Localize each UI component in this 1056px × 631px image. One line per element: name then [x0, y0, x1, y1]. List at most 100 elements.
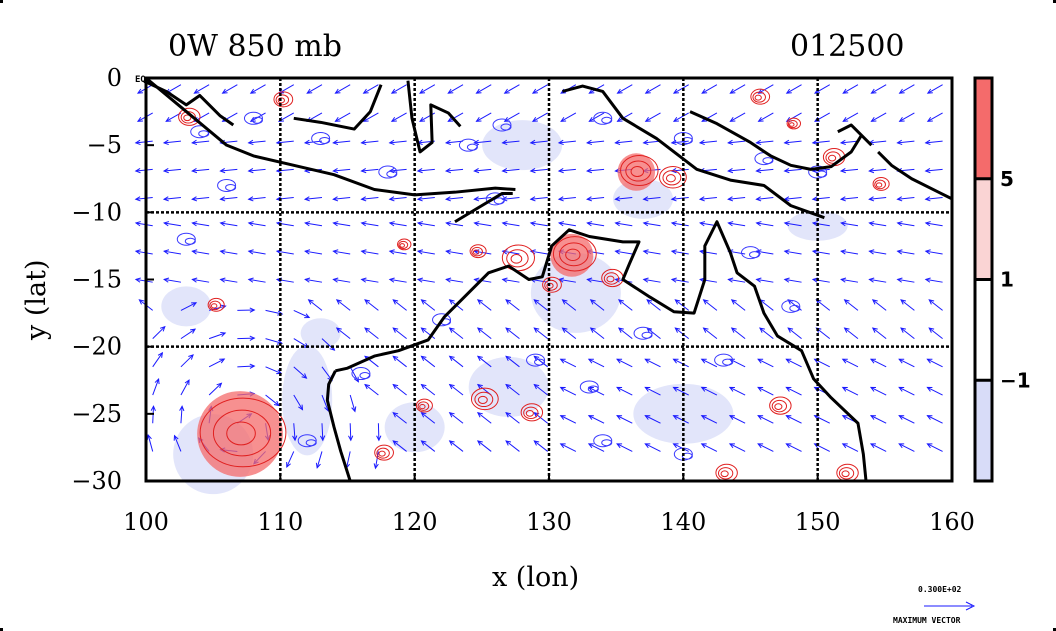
wind-vector: [671, 222, 689, 227]
wind-vector: [899, 112, 915, 122]
wind-vector: [643, 278, 661, 283]
wind-vector-head: [191, 302, 198, 308]
wind-vector: [164, 278, 182, 283]
wind-vector-head: [871, 327, 878, 333]
wind-vector-head: [390, 116, 397, 122]
wind-vector: [446, 168, 464, 172]
wind-vector: [533, 355, 548, 368]
wind-vector: [135, 197, 153, 200]
wind-vector-head: [559, 443, 566, 449]
wind-vector-head: [364, 383, 371, 390]
wind-vector-head: [614, 221, 621, 227]
wind-vector: [842, 358, 859, 368]
wind-vector-head: [247, 249, 254, 255]
wind-vector: [560, 112, 577, 122]
wind-vector-head: [811, 277, 818, 283]
wind-vector: [786, 415, 802, 424]
positive-ow-contour: [544, 279, 558, 291]
wind-vector-head: [388, 249, 395, 255]
negative-ow-contour: [311, 131, 331, 145]
x-tick-label: 150: [795, 508, 841, 536]
y-tick-label: 0: [107, 64, 122, 92]
wind-vector-head: [531, 116, 538, 122]
wind-vector: [208, 382, 222, 396]
wind-vector: [532, 112, 548, 122]
wind-vector: [927, 386, 943, 396]
positive-ow-contour: [470, 387, 499, 411]
wind-vector: [152, 352, 163, 368]
wind-vector-head: [787, 327, 794, 333]
wind-vector: [417, 168, 435, 172]
wind-vector: [208, 332, 226, 340]
wind-vector: [530, 168, 548, 172]
negative-ow-contour: [526, 353, 546, 367]
wind-vector-head: [841, 358, 848, 364]
wind-vector-head: [670, 277, 677, 283]
wind-vector-head: [811, 139, 818, 146]
wind-vector: [673, 112, 689, 122]
wind-vector-head: [702, 299, 709, 305]
wind-vector-head: [364, 299, 371, 305]
wind-vector: [643, 250, 661, 255]
wind-vector-head: [644, 116, 651, 122]
wind-vector-head: [926, 386, 933, 392]
wind-vector-head: [755, 221, 762, 227]
wind-vector: [449, 440, 464, 452]
wind-vector: [645, 358, 661, 368]
y-tick-label: −25: [71, 400, 122, 428]
wind-vector-head: [674, 299, 681, 305]
negative-ow-contour: [781, 299, 801, 313]
wind-vector-head: [559, 386, 566, 392]
wind-vector: [558, 140, 576, 144]
wind-vector-head: [138, 299, 145, 305]
wind-vector-head: [757, 415, 764, 420]
wind-vector: [757, 386, 774, 396]
colorbar-segment: [975, 279, 992, 381]
wind-vector-head: [335, 327, 342, 333]
wind-vector-head: [783, 277, 790, 283]
negative-ow-contour: [714, 353, 734, 367]
wind-vector-head: [698, 196, 705, 202]
negative-ow-contour: [593, 111, 613, 125]
wind-vector-head: [900, 299, 907, 305]
wind-vector-head: [533, 327, 540, 333]
wind-vector-head: [473, 221, 480, 227]
wind-vector-head: [332, 139, 339, 146]
wind-vector-head: [674, 327, 681, 333]
wind-vector: [293, 338, 309, 348]
wind-vector: [505, 384, 520, 396]
wind-vector-head: [755, 139, 762, 146]
wind-vector-head: [785, 415, 792, 420]
wind-vector-head: [842, 116, 849, 122]
wind-vector: [927, 443, 943, 452]
wind-vector-head: [642, 221, 649, 227]
positive-ow-contour: [472, 249, 480, 255]
wind-vector: [784, 222, 802, 227]
wind-vector-head: [154, 378, 160, 385]
positive-ow-contour: [769, 396, 792, 415]
wind-vector-head: [273, 400, 280, 407]
wind-vector: [192, 222, 210, 227]
positive-ow-contour: [399, 243, 405, 248]
wind-vector: [558, 168, 576, 172]
wind-vector-head: [162, 139, 169, 146]
colorbar-level-label: 1: [1000, 268, 1014, 292]
reference-vector: 0.300E+02 MAXIMUM VECTOR: [893, 585, 976, 625]
wind-vector-head: [216, 382, 223, 389]
negative-ow-region: [384, 402, 445, 453]
wind-vector-head: [646, 299, 653, 305]
wind-vector-head: [783, 139, 790, 146]
wind-vector-head: [360, 249, 367, 255]
positive-ow-contour: [209, 300, 222, 311]
wind-vector-head: [730, 299, 737, 305]
wind-vector: [618, 327, 633, 339]
positive-ow-contour: [875, 182, 883, 188]
wind-vector: [180, 379, 190, 396]
wind-vector-head: [360, 277, 367, 283]
wind-vector: [363, 112, 379, 122]
wind-vector: [505, 299, 520, 311]
wind-vector: [869, 140, 887, 144]
wind-vector: [757, 358, 774, 368]
wind-vector: [163, 197, 181, 200]
wind-vector: [618, 299, 633, 311]
